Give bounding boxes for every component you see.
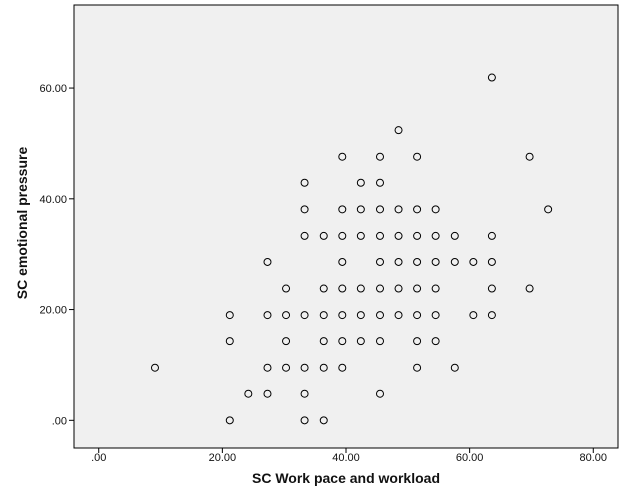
data-point [394,284,403,293]
data-point [487,257,496,266]
data-point [282,337,291,346]
data-point [413,205,422,214]
data-point [319,284,328,293]
data-point [356,178,365,187]
data-point [338,231,347,240]
y-axis-ticks: .00 20.00 40.00 60.00 [39,83,74,427]
data-point [282,284,291,293]
data-point [450,363,459,372]
data-point [376,284,384,293]
data-point [413,284,422,293]
data-point [338,337,347,346]
data-point [413,257,422,266]
data-point [450,231,459,240]
data-point [431,337,440,346]
data-point [225,337,234,346]
data-point [431,257,440,266]
data-point [469,311,478,320]
data-point [263,311,272,320]
data-point [300,363,309,372]
data-point [300,416,309,425]
data-point [394,126,403,135]
data-point [376,311,384,320]
data-point [450,257,459,266]
data-point [356,311,365,320]
plot-area [73,4,619,449]
x-tick-label: 40.00 [332,452,360,464]
data-point [282,363,291,372]
y-tick-label: 60.00 [39,83,67,95]
data-point [338,284,347,293]
data-point [319,363,328,372]
data-point [225,311,234,320]
data-point [263,363,272,372]
data-point [413,311,422,320]
data-point [300,178,309,187]
data-point [356,205,365,214]
data-point [376,205,384,214]
data-point [431,311,440,320]
y-tick-label: 20.00 [39,305,67,317]
data-point [263,257,272,266]
data-point [300,311,309,320]
data-point [376,337,384,346]
data-point [356,337,365,346]
data-point [394,257,403,266]
data-point [525,284,534,293]
x-tick-label: .00 [91,452,106,464]
data-point [413,363,422,372]
data-point [150,363,159,372]
data-point [469,257,478,266]
data-point [300,205,309,214]
data-point [431,284,440,293]
data-point [376,178,384,187]
y-tick-label: .00 [52,415,67,427]
data-point [394,205,403,214]
data-point [431,205,440,214]
data-point [300,231,309,240]
data-point [338,152,347,161]
data-point [376,152,384,161]
data-point [487,231,496,240]
x-axis-title: SC Work pace and workload [252,470,440,486]
data-point [376,389,384,398]
y-tick-label: 40.00 [39,194,67,206]
data-point [394,311,403,320]
x-tick-label: 80.00 [580,452,608,464]
data-point [544,205,553,214]
data-point [394,231,403,240]
data-point [413,231,422,240]
data-point [376,257,384,266]
data-point [225,416,234,425]
data-point [263,389,272,398]
data-point [319,231,328,240]
x-tick-label: 60.00 [456,452,484,464]
data-point [487,311,496,320]
data-point [319,416,328,425]
data-point [319,311,328,320]
x-tick-label: 20.00 [209,452,237,464]
data-points [150,73,553,425]
data-point [487,284,496,293]
data-point [319,337,328,346]
data-point [413,337,422,346]
y-axis-title: SC emotional pressure [14,147,30,300]
data-point [300,389,309,398]
data-point [413,152,422,161]
data-point [431,231,440,240]
data-point [338,257,347,266]
data-point [282,311,291,320]
x-axis-ticks: .00 20.00 40.00 60.00 80.00 [91,448,607,464]
data-point [338,363,347,372]
data-point [338,205,347,214]
data-point [338,311,347,320]
data-point [356,284,365,293]
data-point [525,152,534,161]
data-point [487,73,496,82]
data-point [244,389,253,398]
data-point [356,231,365,240]
data-point [376,231,384,240]
